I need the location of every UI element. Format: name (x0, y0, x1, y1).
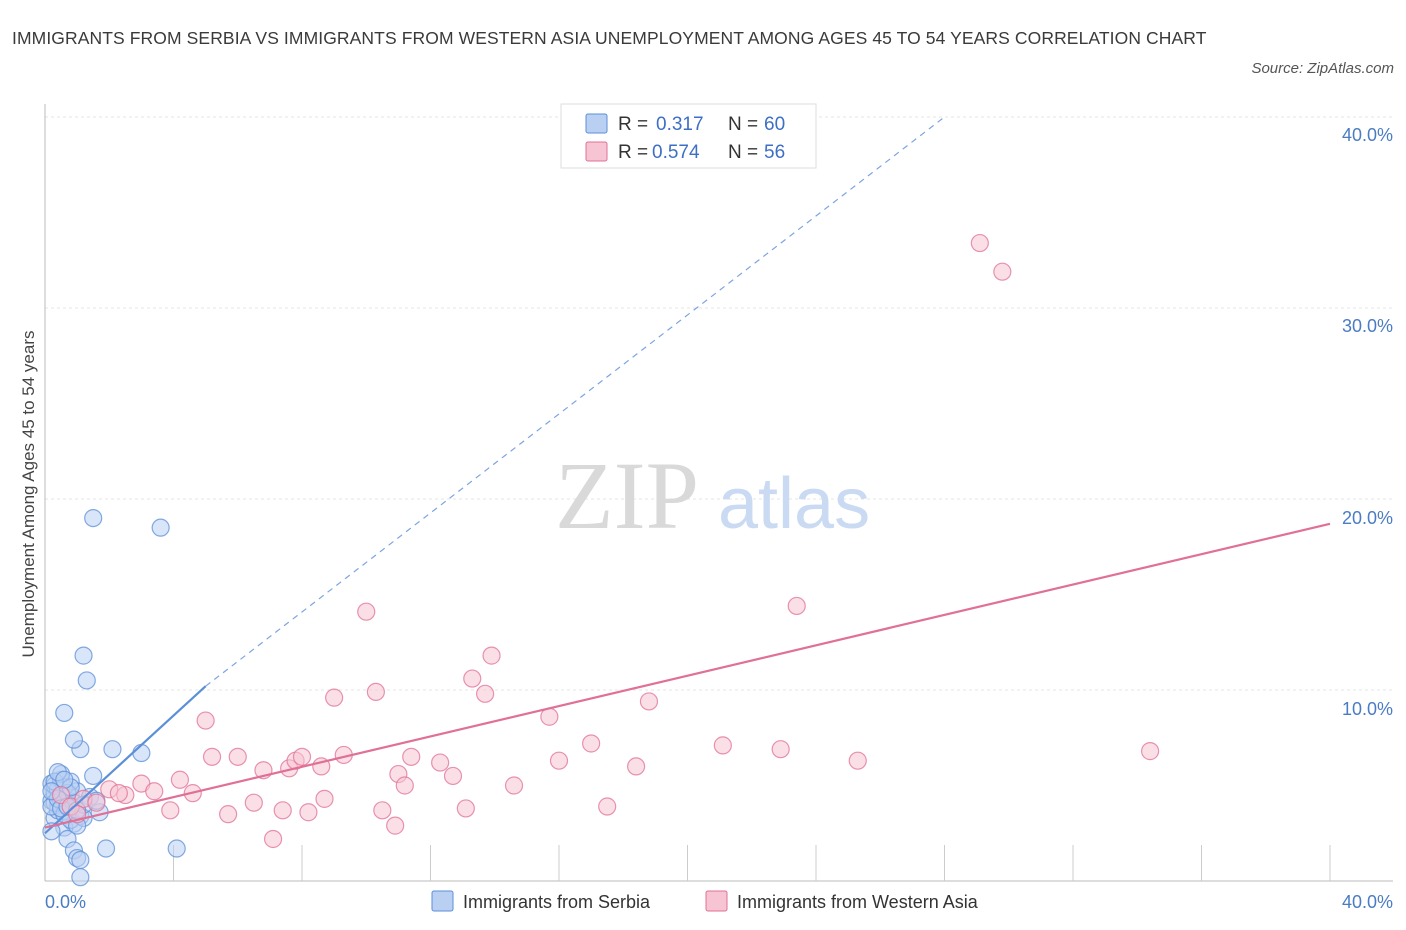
y-tick-label-20: 20.0% (1342, 508, 1393, 528)
point-western-asia-38 (476, 684, 495, 703)
point-western-asia-24 (315, 789, 334, 808)
point-western-asia-39 (482, 646, 501, 665)
point-western-asia-42 (549, 751, 569, 770)
point-western-asia-28 (366, 682, 385, 702)
point-western-asia-35 (443, 766, 463, 786)
legend-n-value-western-asia: 56 (764, 142, 785, 163)
y-axis-label: Unemployment Among Ages 45 to 54 years (19, 331, 38, 658)
point-serbia-36 (74, 646, 93, 665)
bottom-legend-label-serbia: Immigrants from Serbia (463, 892, 651, 912)
legend-r-value-serbia: 0.317 (656, 114, 704, 135)
watermark-atlas: atlas (718, 464, 870, 544)
x-axis-ticks (173, 845, 1331, 881)
series-1-points (51, 233, 1160, 849)
point-western-asia-53 (1140, 742, 1160, 761)
point-serbia-42 (71, 868, 90, 887)
y-tick-label-10: 10.0% (1342, 699, 1393, 719)
point-western-asia-7 (145, 782, 164, 801)
point-western-asia-36 (456, 799, 475, 818)
point-western-asia-49 (787, 596, 806, 616)
point-western-asia-40 (504, 776, 524, 795)
point-western-asia-27 (357, 602, 376, 621)
point-western-asia-47 (713, 736, 732, 755)
legend-n-label-serbia: N = (728, 114, 758, 135)
point-western-asia-46 (639, 692, 659, 711)
legend-r-label-serbia: R = (618, 114, 648, 135)
legend-r-value-western-asia: 0.574 (652, 142, 700, 163)
bottom-legend-swatch-serbia (431, 890, 454, 912)
point-western-asia-43 (582, 734, 601, 753)
x-tick-label-max: 40.0% (1342, 892, 1393, 912)
point-serbia-38 (151, 518, 170, 537)
point-western-asia-33 (402, 747, 421, 766)
point-western-asia-34 (431, 753, 450, 772)
point-western-asia-37 (463, 669, 482, 688)
gridlines (45, 116, 1393, 691)
point-western-asia-12 (202, 747, 222, 766)
point-western-asia-51 (970, 233, 989, 253)
point-serbia-58 (55, 770, 74, 789)
point-serbia-41 (71, 850, 90, 870)
point-serbia-31 (103, 740, 122, 759)
bottom-legend-label-western-asia: Immigrants from Western Asia (737, 892, 979, 912)
chart-title: IMMIGRANTS FROM SERBIA VS IMMIGRANTS FRO… (12, 28, 1207, 48)
y-tick-labels: 10.0% 20.0% 30.0% 40.0% (1342, 125, 1393, 719)
point-western-asia-52 (993, 262, 1012, 281)
trendline-serbia (44, 685, 207, 835)
legend-n-value-serbia: 60 (764, 114, 785, 135)
trendline-extension-serbia (205, 116, 945, 687)
point-western-asia-17 (263, 829, 283, 849)
point-western-asia-3 (87, 793, 106, 812)
point-serbia-28 (84, 766, 103, 786)
legend-swatch-serbia (585, 113, 608, 134)
source-label: Source: ZipAtlas.com (1251, 60, 1394, 77)
trendline-western-asia (44, 522, 1331, 829)
point-western-asia-18 (273, 801, 292, 820)
point-western-asia-44 (598, 797, 617, 816)
point-western-asia-15 (244, 793, 263, 812)
point-western-asia-21 (292, 747, 312, 766)
point-western-asia-50 (848, 751, 867, 770)
point-serbia-39 (132, 743, 151, 763)
x-tick-label-min: 0.0% (45, 892, 86, 912)
series-0-points (42, 508, 186, 887)
point-serbia-30 (96, 839, 116, 858)
point-western-asia-45 (626, 757, 646, 776)
point-western-asia-9 (170, 770, 190, 789)
legend: R = 0.317 N = 60 R = 0.574 N = 56 (560, 103, 817, 169)
point-western-asia-11 (196, 711, 215, 730)
legend-swatch-western-asia (585, 141, 608, 162)
y-tick-label-30: 30.0% (1342, 316, 1393, 336)
point-serbia-33 (64, 730, 84, 749)
point-serbia-34 (55, 703, 74, 723)
y-tick-label-40: 40.0% (1342, 125, 1393, 145)
point-serbia-37 (84, 508, 103, 528)
point-serbia-35 (77, 671, 96, 690)
point-western-asia-8 (161, 801, 180, 820)
point-western-asia-54 (109, 784, 128, 803)
point-western-asia-30 (386, 816, 405, 835)
point-western-asia-25 (325, 688, 344, 707)
watermark-zip: ZIP (555, 442, 699, 549)
point-western-asia-13 (219, 805, 238, 824)
point-western-asia-32 (395, 776, 414, 795)
point-western-asia-48 (771, 740, 790, 759)
legend-n-label-western-asia: N = (728, 142, 758, 163)
point-western-asia-29 (373, 801, 392, 820)
legend-r-label-western-asia: R = (618, 142, 648, 163)
series-layer (42, 116, 1331, 887)
bottom-legend-swatch-western-asia (705, 890, 728, 912)
point-western-asia-14 (228, 747, 247, 766)
bottom-legend: Immigrants from Serbia Immigrants from W… (431, 890, 979, 912)
point-serbia-40 (167, 839, 186, 858)
point-western-asia-22 (299, 803, 318, 822)
